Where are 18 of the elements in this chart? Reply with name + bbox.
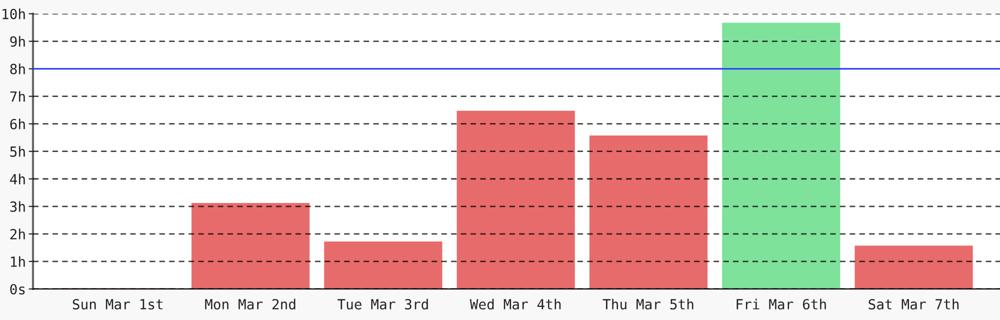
y-tick-label: 10h — [2, 8, 25, 20]
y-tick-label: 9h — [10, 36, 25, 47]
y-tick-label: 8h — [10, 64, 25, 74]
y-tick-label: 1h — [11, 256, 25, 267]
x-tick-label: Wed Mar 4th — [470, 298, 561, 310]
y-tick-label: 4h — [10, 174, 25, 184]
y-tick-label: 2h — [10, 228, 25, 240]
x-tick-label: Sat Mar 7th — [868, 298, 959, 310]
y-tick-label: 0s — [10, 284, 25, 294]
x-tick-label: Mon Mar 2nd — [205, 298, 296, 310]
x-tick-label: Tue Mar 3rd — [338, 298, 428, 310]
y-tick-label: 3h — [10, 201, 25, 212]
x-tick-label: Thu Mar 5th — [602, 298, 694, 310]
y-tick-label: 7h — [10, 91, 25, 102]
x-tick-label: Sun Mar 1st — [72, 299, 163, 310]
x-tick-label: Fri Mar 6th — [736, 298, 826, 310]
y-tick-label: 6h — [10, 118, 25, 130]
y-tick-label: 5h — [10, 146, 25, 157]
